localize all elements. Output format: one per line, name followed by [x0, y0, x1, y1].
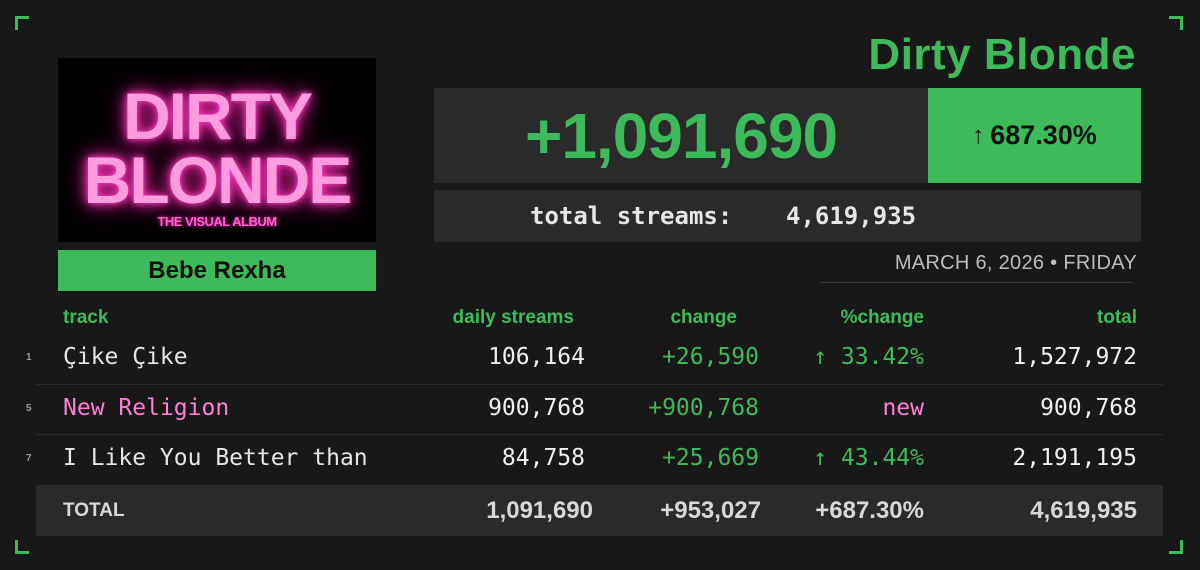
cover-title-line1: DIRTY — [123, 79, 313, 153]
daily-streams: 106,164 — [488, 344, 585, 370]
total-streams: 2,191,195 — [1012, 445, 1137, 471]
report-date: MARCH 6, 2026 • FRIDAY — [894, 252, 1137, 274]
track-name: Çike Çike — [63, 344, 188, 370]
daily-streams: 84,758 — [501, 445, 585, 471]
header-percent-change: %change — [840, 307, 924, 328]
total-streams: 1,527,972 — [1012, 344, 1137, 370]
percent-change: ↑ 43.44% — [813, 445, 924, 471]
table-row: I Like You Better than 84,758 +25,669 ↑ … — [36, 434, 1163, 484]
totals-total-streams: 4,619,935 — [1030, 497, 1137, 524]
total-streams-panel: total streams: 4,619,935 — [434, 190, 1141, 242]
frame-corner-bottom-left — [15, 540, 29, 554]
cover-subtitle: THE VISUAL ALBUM — [157, 214, 277, 229]
percent-change: ↑ 33.42% — [813, 344, 924, 370]
header-change: change — [670, 307, 737, 328]
header-total: total — [1096, 307, 1137, 328]
frame-corner-bottom-right — [1169, 540, 1183, 554]
album-title: Dirty Blonde — [868, 30, 1136, 79]
total-streams-label: total streams: — [530, 202, 733, 230]
track-name: I Like You Better than — [63, 445, 368, 471]
track-rank: 1 — [26, 352, 32, 363]
total-streams: 900,768 — [1040, 395, 1137, 421]
daily-change-value: +1,091,690 — [434, 88, 928, 183]
change: +900,768 — [648, 395, 759, 421]
change: +25,669 — [662, 445, 759, 471]
artist-name: Bebe Rexha — [58, 250, 376, 291]
percent-change-value: 687.30% — [990, 120, 1097, 150]
table-row: New Religion 900,768 +900,768 new 900,76… — [36, 384, 1163, 434]
header-daily-streams: daily streams — [452, 307, 574, 328]
percent-change-badge: ↑ 687.30% — [928, 88, 1141, 183]
arrow-up-icon: ↑ — [972, 121, 985, 149]
change: +26,590 — [662, 344, 759, 370]
totals-label: TOTAL — [63, 500, 125, 521]
album-cover: DIRTY BLONDE THE VISUAL ALBUM — [58, 58, 376, 242]
total-streams-value: 4,619,935 — [786, 202, 917, 230]
percent-change: new — [882, 395, 924, 421]
track-name: New Religion — [63, 395, 230, 421]
totals-percent-change: +687.30% — [815, 497, 924, 524]
track-rank: 7 — [26, 453, 32, 464]
track-rank: 5 — [26, 403, 32, 414]
daily-streams: 900,768 — [488, 395, 585, 421]
totals-daily-streams: 1,091,690 — [486, 497, 593, 524]
totals-row: TOTAL 1,091,690 +953,027 +687.30% 4,619,… — [36, 485, 1163, 536]
date-divider — [820, 282, 1133, 283]
frame-corner-top-right — [1169, 16, 1183, 30]
frame-corner-top-left — [15, 16, 29, 30]
cover-title-line2: BLONDE — [83, 143, 353, 217]
totals-change: +953,027 — [660, 497, 761, 524]
header-track: track — [63, 307, 109, 328]
table-row: Çike Çike 106,164 +26,590 ↑ 33.42% 1,527… — [36, 334, 1163, 384]
